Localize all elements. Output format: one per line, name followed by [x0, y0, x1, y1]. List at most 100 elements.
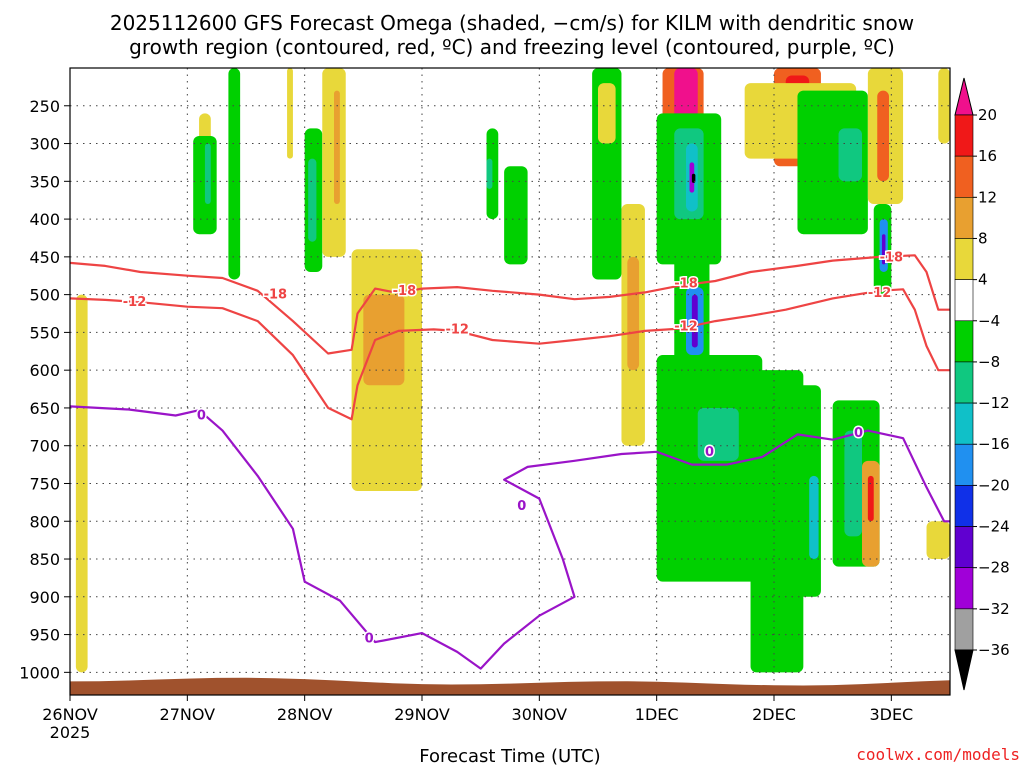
omega-cell-37 — [877, 90, 889, 182]
omega-shading — [75, 68, 950, 673]
y-tick-label-550: 550 — [29, 323, 60, 342]
colorbar-arrow-top — [954, 77, 974, 116]
y-tick-label-950: 950 — [29, 626, 60, 645]
colorbar-swatch-9 — [954, 443, 974, 486]
contour-lines — [70, 254, 950, 670]
colorbar-label-3: 8 — [978, 229, 988, 247]
contour-line-0 — [70, 254, 950, 355]
plot-frame — [69, 67, 951, 696]
omega-cell-0 — [75, 294, 88, 673]
ground-terrain — [70, 677, 950, 695]
omega-cell-43 — [809, 475, 819, 560]
omega-cell-11 — [363, 294, 405, 386]
omega-cell-30 — [697, 407, 739, 461]
colorbar-swatch-8 — [954, 402, 974, 445]
contour-label-11: 0 — [705, 445, 714, 460]
omega-cell-35 — [838, 128, 862, 182]
y-tick-label-400: 400 — [29, 210, 60, 229]
grid-lines — [70, 68, 950, 695]
colorbar: 20 16 12 8 4 −4 −8 −12 −16 −20 −24 −28 −32 −36 — [954, 77, 1010, 691]
omega-cell-13 — [486, 158, 493, 189]
x-axis: 26NOV 27NOV 28NOV 29NOV 30NOV 1DEC 2DEC 3DEC — [42, 695, 913, 724]
y-tick-label-700: 700 — [29, 437, 60, 456]
colorbar-swatch-13 — [954, 608, 974, 651]
x-axis-year-label: 2025 — [50, 723, 91, 742]
colorbar-label-1: 16 — [978, 147, 997, 165]
colorbar-label-11: −28 — [978, 559, 1010, 577]
contour-label-3: -18 — [880, 251, 904, 266]
omega-cell-45 — [844, 430, 862, 537]
omega-cell-4 — [228, 68, 241, 280]
contour-label-8: 0 — [197, 408, 206, 423]
colorbar-label-12: −32 — [978, 600, 1010, 618]
credit-text: coolwx.com/models — [856, 745, 1020, 764]
contour-label-7: -12 — [868, 286, 892, 301]
contour-labels: -18 -18 -18 -18 -12 -12 -12 -12 0 0 0 0 0 — [121, 249, 904, 648]
colorbar-swatch-3 — [954, 197, 974, 239]
colorbar-label-5: −4 — [978, 312, 1000, 330]
colorbar-swatch-12 — [954, 567, 974, 610]
omega-cell-14 — [504, 166, 528, 265]
colorbar-swatch-2 — [954, 155, 974, 198]
colorbar-swatch-11 — [954, 526, 974, 568]
x-tick-label-27NOV: 27NOV — [160, 705, 216, 724]
contour-label-4: -12 — [123, 295, 147, 310]
y-tick-label-800: 800 — [29, 512, 60, 531]
omega-cell-28 — [691, 294, 698, 348]
y-tick-label-600: 600 — [29, 361, 60, 380]
omega-cell-49 — [938, 68, 950, 144]
colorbar-label-9: −20 — [978, 476, 1010, 494]
y-tick-label-1000: 1000 — [19, 663, 60, 682]
colorbar-label-7: −12 — [978, 394, 1010, 412]
contour-label-9: 0 — [365, 631, 374, 646]
omega-cell-29 — [656, 355, 763, 582]
y-tick-label-750: 750 — [29, 474, 60, 493]
colorbar-label-10: −24 — [978, 518, 1010, 536]
y-axis: 250 300 350 400 450 500 550 600 650 700 750 800 850 9… — [19, 97, 70, 682]
contour-label-5: -12 — [445, 322, 469, 337]
y-tick-label-500: 500 — [29, 286, 60, 305]
omega-cell-41 — [750, 370, 804, 673]
contour-label-2: -18 — [674, 276, 698, 291]
omega-cell-16 — [598, 83, 616, 144]
colorbar-label-4: 4 — [978, 271, 988, 289]
omega-cell-18 — [627, 256, 640, 371]
ground-area — [70, 677, 950, 695]
y-tick-label-900: 900 — [29, 588, 60, 607]
x-tick-label-28NOV: 28NOV — [277, 705, 333, 724]
colorbar-label-8: −16 — [978, 435, 1010, 453]
colorbar-swatch-7 — [954, 361, 974, 404]
y-tick-label-350: 350 — [29, 172, 60, 191]
x-tick-label-3DEC: 3DEC — [869, 705, 913, 724]
omega-cell-5 — [287, 68, 293, 159]
x-axis-title: Forecast Time (UTC) — [419, 746, 600, 767]
colorbar-swatch-4 — [954, 238, 974, 280]
x-tick-label-30NOV: 30NOV — [512, 705, 568, 724]
omega-cell-34 — [797, 90, 868, 235]
colorbar-label-0: 20 — [978, 106, 997, 124]
contour-label-12: 0 — [854, 426, 863, 441]
y-tick-label-450: 450 — [29, 248, 60, 267]
omega-cell-9 — [334, 90, 340, 204]
contour-line-1 — [70, 288, 950, 421]
contour-label-6: -12 — [674, 319, 698, 334]
chart-title-line1: 2025112600 GFS Forecast Omega (shaded, −… — [110, 11, 914, 35]
x-tick-label-2DEC: 2DEC — [752, 705, 796, 724]
colorbar-label-6: −8 — [978, 353, 1000, 371]
contour-line-2 — [70, 405, 950, 670]
contour-label-1: -18 — [393, 284, 417, 299]
omega-cell-7 — [308, 158, 317, 242]
contour-label-0: -18 — [264, 288, 288, 303]
contour-label-10: 0 — [517, 499, 526, 514]
y-tick-label-650: 650 — [29, 399, 60, 418]
x-tick-label-1DEC: 1DEC — [635, 705, 679, 724]
omega-cell-48 — [926, 521, 950, 560]
colorbar-swatch-10 — [954, 485, 974, 527]
colorbar-swatch-6 — [954, 320, 974, 363]
x-tick-label-26NOV: 26NOV — [42, 705, 98, 724]
omega-cell-3 — [204, 143, 211, 204]
colorbar-swatch-5 — [954, 279, 974, 322]
y-tick-label-250: 250 — [29, 97, 60, 116]
y-tick-label-300: 300 — [29, 135, 60, 154]
